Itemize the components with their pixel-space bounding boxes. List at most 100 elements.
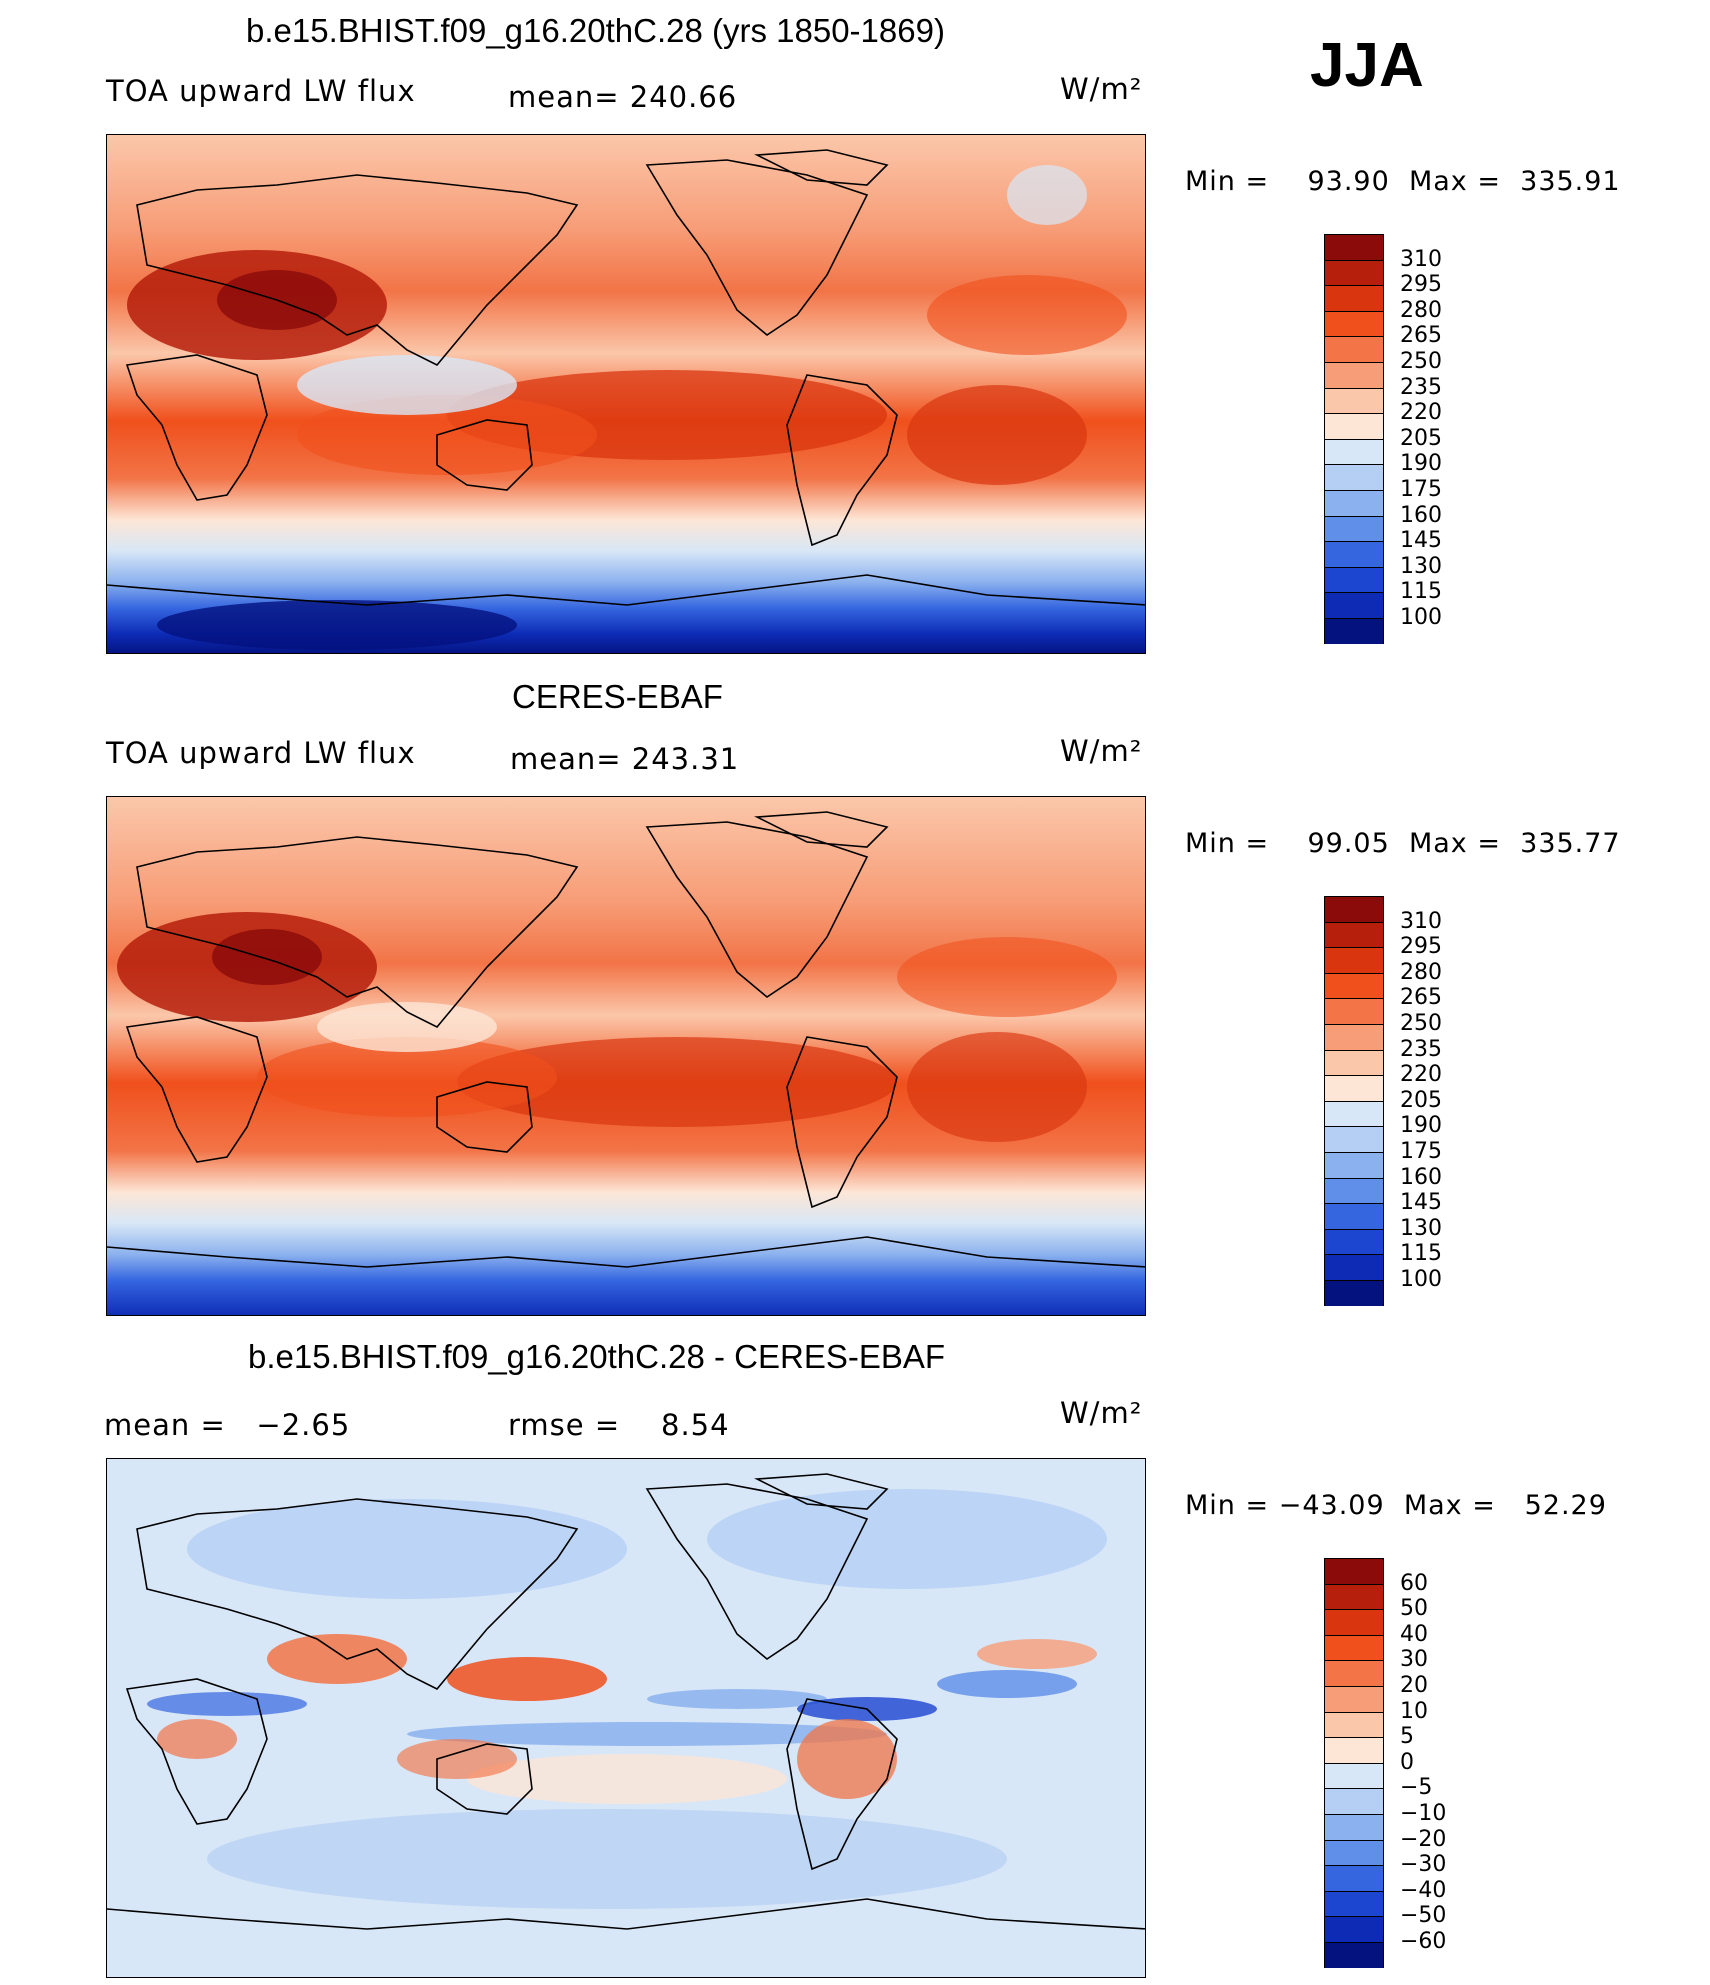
colorbar-box — [1324, 1865, 1384, 1891]
colorbar-tick-label: −5 — [1400, 1775, 1433, 1801]
colorbar-box — [1324, 1737, 1384, 1763]
colorbar-tick-label: 310 — [1400, 246, 1442, 272]
panel1-mean: mean= 240.66 — [508, 80, 737, 114]
colorbar-tick-label: 5 — [1400, 1724, 1414, 1750]
panel3-minmax: Min = −43.09 Max = 52.29 — [1185, 1490, 1607, 1521]
colorbar-tick-label: 190 — [1400, 451, 1442, 477]
colorbar-box — [1324, 1100, 1384, 1127]
colorbar-tick-label: 160 — [1400, 1164, 1442, 1190]
colorbar-box — [1324, 1254, 1384, 1280]
colorbar-tick-label: 160 — [1400, 502, 1442, 528]
colorbar-box — [1324, 336, 1384, 362]
panel2-map-svg — [107, 797, 1145, 1315]
colorbar-tick-label: −60 — [1400, 1929, 1447, 1954]
colorbar-box — [1324, 1762, 1384, 1789]
panel1-max-label: Max = — [1408, 166, 1501, 197]
colorbar-tick-label: 145 — [1400, 528, 1442, 554]
panel2-mean-value: 243.31 — [631, 742, 740, 776]
colorbar-tick-label: 295 — [1400, 934, 1442, 960]
colorbar-tick-label: 265 — [1400, 985, 1442, 1011]
colorbar-tick-label: 220 — [1400, 1062, 1442, 1088]
panel3-map — [106, 1458, 1146, 1978]
panel2-max-label: Max = — [1408, 828, 1501, 859]
panel1-max-value: 335.91 — [1520, 166, 1621, 197]
panel3-colorbar: 60 50 40 30 20 10 5 0 −5 −10 −20 −30 −40 −50 −60 — [1324, 1558, 1446, 1968]
panel3-title: b.e15.BHIST.f09_g16.20thC.28 - CERES-EBA… — [248, 1338, 946, 1375]
panel2-colorbar: 310 295 280 265 250 235 220 205 190 175 160 145 130 1… — [1324, 896, 1442, 1306]
colorbar-box — [1324, 438, 1384, 465]
colorbar-box — [1324, 1583, 1384, 1610]
colorbar-tick-label: 235 — [1400, 1036, 1442, 1062]
panel1-units: W/m² — [1060, 72, 1143, 106]
colorbar-tick-label: 20 — [1400, 1673, 1428, 1698]
panel3-rmse: rmse = 8.54 — [508, 1408, 730, 1442]
panel1-map — [106, 134, 1146, 654]
colorbar-box — [1324, 489, 1384, 516]
panel1-min-label: Min = — [1185, 166, 1270, 197]
colorbar-tick-label: 30 — [1400, 1647, 1428, 1673]
colorbar-tick-label: 175 — [1400, 477, 1442, 502]
panel3-rmse-value: 8.54 — [661, 1408, 730, 1442]
colorbar-tick-label: 280 — [1400, 297, 1442, 323]
colorbar-box — [1324, 1660, 1384, 1686]
colorbar-box — [1324, 896, 1384, 922]
colorbar-box — [1324, 1788, 1384, 1814]
panel3-max-label: Max = — [1403, 1490, 1496, 1521]
colorbar-tick-label: −10 — [1400, 1801, 1447, 1826]
colorbar-tick-label: 235 — [1400, 374, 1442, 400]
colorbar-box — [1324, 259, 1384, 286]
colorbar-box — [1324, 1151, 1384, 1178]
colorbar-box — [1324, 998, 1384, 1024]
colorbar-box — [1324, 972, 1384, 999]
colorbar-box — [1324, 1558, 1384, 1584]
colorbar-box — [1324, 921, 1384, 948]
colorbar-tick-label: 265 — [1400, 323, 1442, 349]
colorbar-tick-label: 100 — [1400, 1267, 1442, 1292]
panel1-colorbar: 310 295 280 265 250 235 220 205 190 175 160 145 130 1… — [1324, 234, 1442, 644]
panel1-mean-value: 240.66 — [629, 80, 738, 114]
colorbar-box — [1324, 1609, 1384, 1635]
panel1-map-svg — [107, 135, 1145, 653]
panel2-map — [106, 796, 1146, 1316]
colorbar-tick-label: 10 — [1400, 1698, 1428, 1724]
colorbar-tick-label: 115 — [1400, 579, 1442, 605]
panel1-variable-label: TOA upward LW flux — [106, 74, 416, 108]
season-label: JJA — [1310, 31, 1424, 100]
colorbar-box — [1324, 1075, 1384, 1101]
colorbar-box — [1324, 947, 1384, 973]
colorbar-box — [1324, 1711, 1384, 1738]
colorbar-box — [1324, 1813, 1384, 1840]
panel1-mean-label: mean= — [508, 80, 620, 114]
colorbar-box — [1324, 1049, 1384, 1076]
colorbar-box — [1324, 1685, 1384, 1712]
colorbar-box — [1324, 1279, 1384, 1306]
panel2-max-value: 335.77 — [1520, 828, 1621, 859]
panel3-rmse-label: rmse = — [508, 1408, 621, 1442]
colorbar-tick-label: 60 — [1400, 1570, 1428, 1596]
colorbar-box — [1324, 515, 1384, 542]
panel2-mean-label: mean= — [510, 742, 622, 776]
panel1-minmax: Min = 93.90 Max = 335.91 — [1185, 166, 1621, 197]
panel2-variable-label: TOA upward LW flux — [106, 736, 416, 770]
colorbar-tick-label: 115 — [1400, 1241, 1442, 1267]
colorbar-box — [1324, 1839, 1384, 1866]
colorbar-tick-label: 130 — [1400, 553, 1442, 579]
panel2-minmax: Min = 99.05 Max = 335.77 — [1185, 828, 1621, 859]
colorbar-tick-label: 50 — [1400, 1596, 1428, 1622]
colorbar-tick-label: 40 — [1400, 1621, 1428, 1647]
colorbar-box — [1324, 617, 1384, 644]
colorbar-tick-label: 0 — [1400, 1749, 1414, 1775]
panel3-mean-label: mean = — [104, 1408, 226, 1442]
colorbar-tick-label: 175 — [1400, 1139, 1442, 1164]
panel3-units: W/m² — [1060, 1396, 1143, 1430]
panel1-title: b.e15.BHIST.f09_g16.20thC.28 (yrs 1850-1… — [246, 12, 945, 49]
panel2-units: W/m² — [1060, 734, 1143, 768]
colorbar-box — [1324, 1228, 1384, 1255]
colorbar-box — [1324, 1941, 1384, 1968]
colorbar-tick-label: 295 — [1400, 272, 1442, 298]
colorbar-box — [1324, 1126, 1384, 1152]
colorbar-box — [1324, 285, 1384, 311]
panel3-max-value: 52.29 — [1524, 1490, 1607, 1521]
colorbar-box — [1324, 464, 1384, 490]
panel3-min-label: Min = — [1185, 1490, 1270, 1521]
